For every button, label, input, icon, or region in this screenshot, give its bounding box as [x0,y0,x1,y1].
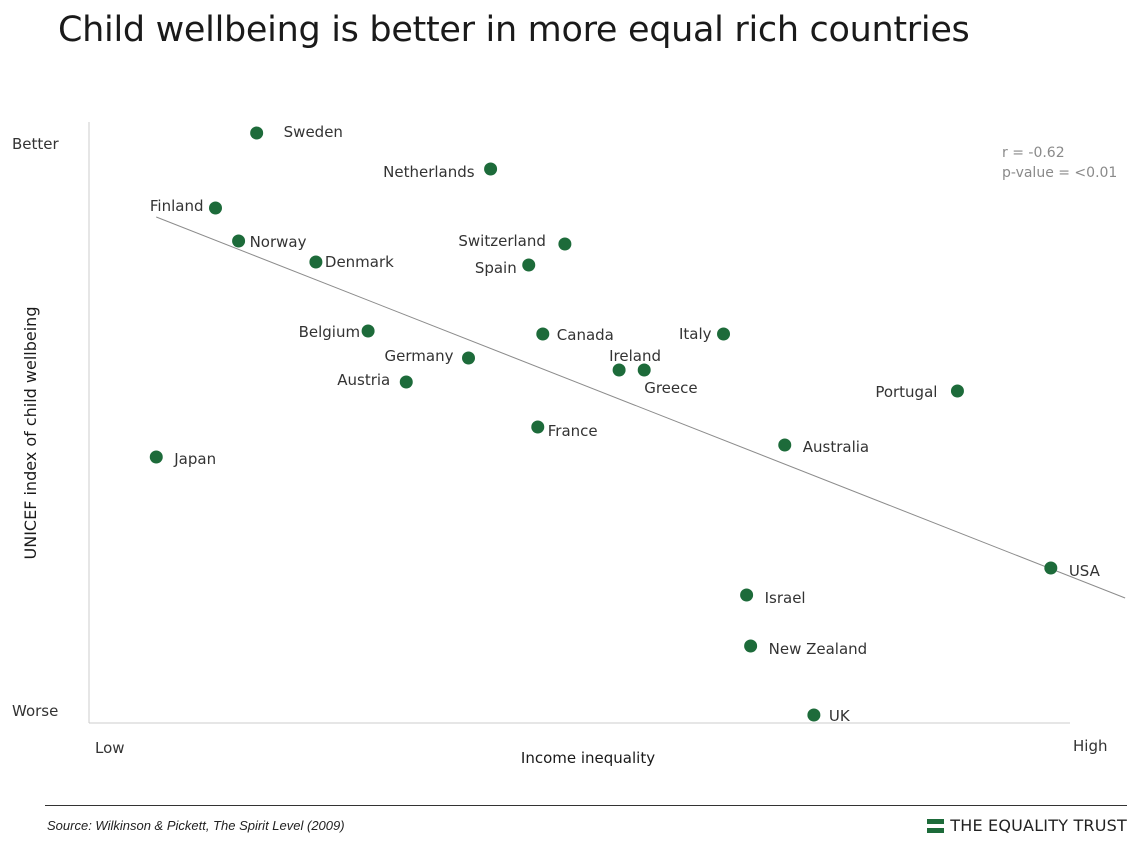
point-marker-norway [232,234,246,248]
point-marker-japan [149,450,163,464]
data-point-belgium: Belgium [299,323,375,341]
point-label-ireland: Ireland [609,347,661,365]
p-value-stat: p-value = <0.01 [1002,165,1117,181]
point-label-belgium: Belgium [299,323,361,341]
point-label-canada: Canada [557,326,614,344]
data-point-denmark: Denmark [309,253,394,271]
x-tick-label-high: High [1073,737,1107,755]
point-marker-uk [807,708,821,722]
point-marker-belgium [361,324,375,338]
data-point-sweden: Sweden [250,123,343,141]
data-points: Sweden Netherlands Finland Norway Denmark Swi… [149,123,1101,725]
trend-line [156,216,1126,599]
footer-divider [45,805,1127,806]
point-label-greece: Greece [644,379,697,397]
point-marker-australia [778,438,792,452]
point-marker-italy [717,327,731,341]
point-label-germany: Germany [385,347,454,365]
point-label-new-zealand: New Zealand [769,640,868,658]
data-point-netherlands: Netherlands [383,162,498,181]
data-point-israel: Israel [740,588,806,607]
point-marker-israel [740,588,754,602]
brand-name: THE EQUALITY TRUST [950,816,1127,835]
data-point-uk: UK [807,707,851,725]
point-label-austria: Austria [337,371,390,389]
point-marker-switzerland [558,237,572,251]
point-marker-denmark [309,255,323,269]
chart-title: Child wellbeing is better in more equal … [58,10,970,50]
data-point-norway: Norway [232,233,307,251]
point-label-italy: Italy [679,325,712,343]
point-marker-france [531,420,545,434]
point-label-portugal: Portugal [875,383,937,401]
point-label-finland: Finland [150,197,204,215]
x-tick-label-low: Low [95,739,125,757]
data-point-austria: Austria [337,371,413,389]
point-marker-ireland [612,363,626,377]
x-axis-label: Income inequality [521,749,655,767]
point-marker-finland [208,201,222,215]
point-label-denmark: Denmark [325,253,394,271]
point-label-spain: Spain [475,259,517,277]
data-point-greece: Greece [637,363,698,397]
point-marker-netherlands [484,162,498,176]
point-label-japan: Japan [173,450,216,468]
point-marker-usa [1044,561,1058,575]
point-marker-canada [536,327,550,341]
data-point-switzerland: Switzerland [458,232,572,251]
data-point-spain: Spain [475,258,536,277]
y-tick-label-better: Better [12,135,60,153]
data-point-italy: Italy [679,325,731,343]
point-label-australia: Australia [803,438,869,456]
source-citation: Source: Wilkinson & Pickett, The Spirit … [47,818,345,833]
data-point-australia: Australia [778,438,869,456]
data-point-portugal: Portugal [875,383,964,401]
equality-trust-logo-icon [927,818,945,833]
point-label-sweden: Sweden [284,123,343,141]
point-label-israel: Israel [765,589,806,607]
point-marker-germany [462,351,476,365]
data-point-finland: Finland [150,197,222,215]
brand-logo: THE EQUALITY TRUST [927,816,1127,835]
data-point-ireland: Ireland [609,347,661,377]
point-marker-spain [522,258,536,272]
point-label-netherlands: Netherlands [383,163,475,181]
data-point-new-zealand: New Zealand [744,639,868,658]
data-point-usa: USA [1044,561,1101,580]
correlation-stat: r = -0.62 [1002,145,1065,161]
point-marker-portugal [950,384,964,398]
point-label-france: France [548,422,598,440]
data-point-japan: Japan [149,450,216,468]
scatter-plot: Sweden Netherlands Finland Norway Denmark Swi… [12,122,1126,767]
point-marker-sweden [250,126,264,140]
data-point-canada: Canada [536,326,614,344]
point-label-switzerland: Switzerland [458,232,546,250]
data-point-france: France [531,420,598,440]
point-marker-austria [399,375,413,389]
point-marker-new-zealand [744,639,758,653]
y-axis-label: UNICEF index of child wellbeing [21,307,40,560]
data-point-germany: Germany [385,347,476,365]
point-marker-greece [637,363,651,377]
point-label-uk: UK [829,707,851,725]
y-tick-label-worse: Worse [12,702,58,720]
point-label-norway: Norway [250,233,307,251]
point-label-usa: USA [1069,562,1101,580]
